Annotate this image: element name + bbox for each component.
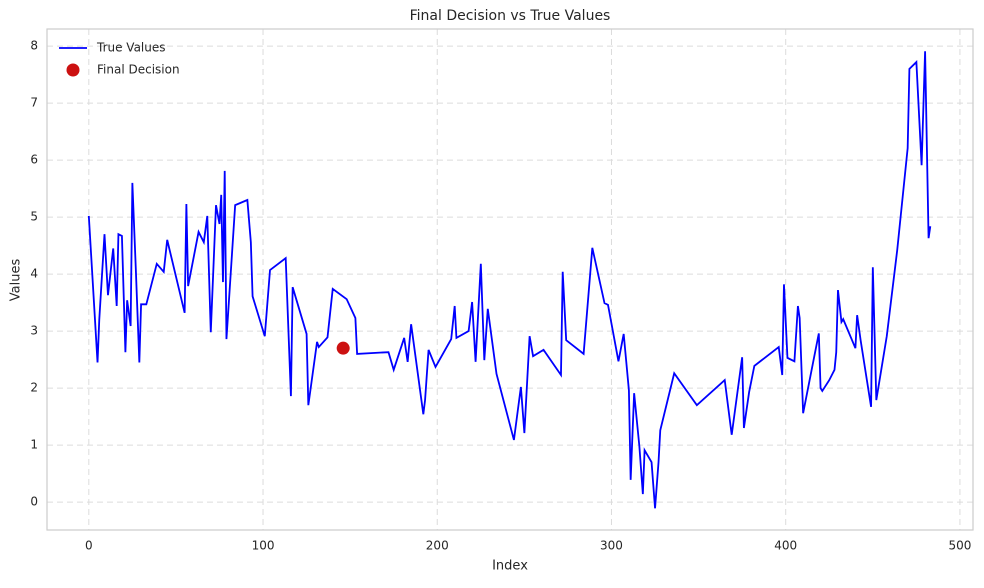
- y-tick-label: 3: [30, 324, 38, 338]
- y-tick-label: 5: [30, 210, 38, 224]
- y-tick-label: 0: [30, 495, 38, 509]
- x-tick-label: 200: [426, 539, 449, 553]
- x-tick-label: 300: [600, 539, 623, 553]
- x-tick-label: 500: [948, 539, 971, 553]
- plot-frame: [46, 28, 974, 531]
- data-point: [336, 341, 350, 355]
- y-tick-label: 7: [30, 96, 38, 110]
- chart-title: Final Decision vs True Values: [410, 8, 611, 24]
- x-tick-label: 100: [252, 539, 275, 553]
- y-axis-label: Values: [9, 259, 24, 302]
- legend-label: Final Decision: [97, 63, 180, 77]
- y-tick-label: 2: [30, 381, 38, 395]
- x-tick-label: 0: [85, 539, 93, 553]
- x-axis-label: Index: [492, 559, 528, 574]
- y-tick-label: 6: [30, 153, 38, 167]
- data-line: [87, 51, 932, 509]
- legend-marker: [66, 63, 80, 77]
- y-tick-label: 8: [30, 39, 38, 53]
- x-tick-label: 400: [774, 539, 797, 553]
- y-tick-label: 4: [30, 267, 38, 281]
- y-tick-label: 1: [30, 438, 38, 452]
- legend-label: True Values: [96, 41, 166, 55]
